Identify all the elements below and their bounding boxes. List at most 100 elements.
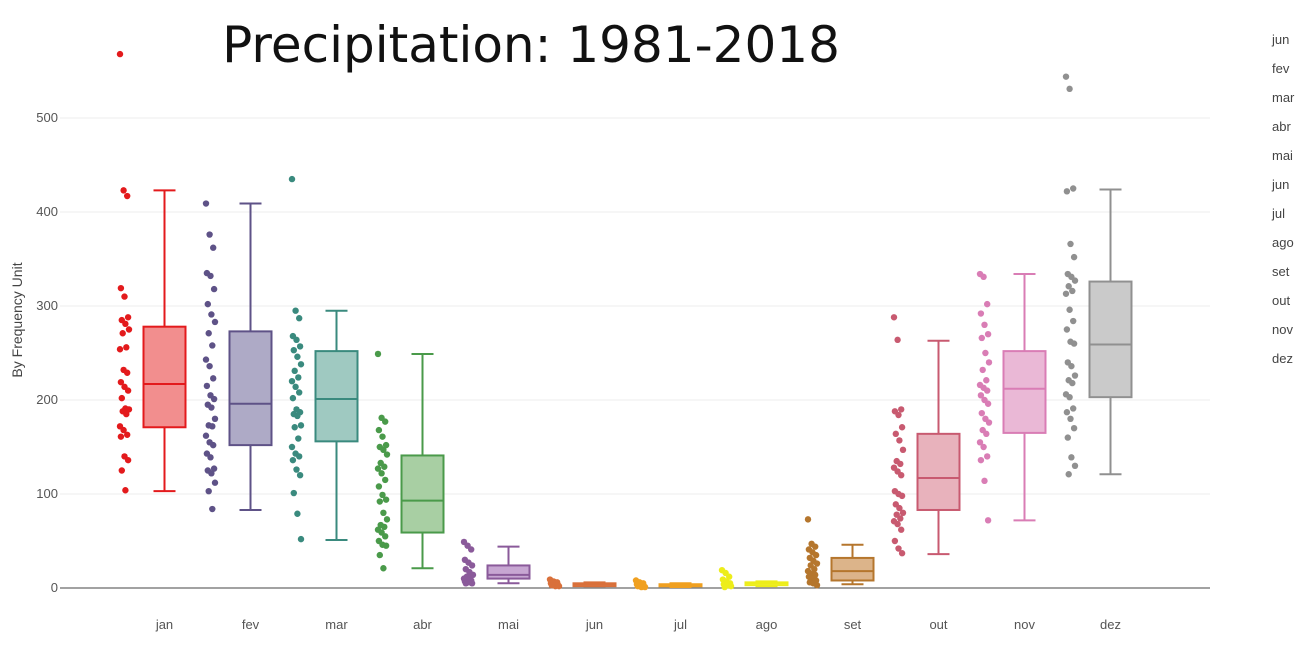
data-point	[376, 498, 383, 505]
data-point	[980, 273, 987, 281]
data-point	[288, 378, 296, 385]
data-point	[210, 465, 218, 472]
data-point	[292, 383, 299, 391]
iqr-box	[400, 454, 445, 534]
data-point	[894, 520, 901, 528]
data-point	[984, 400, 992, 407]
box-group-fev[interactable]	[202, 200, 273, 513]
x-tick-label: out	[929, 617, 947, 632]
data-point	[985, 419, 993, 426]
legend[interactable]: jun fev mar abr mai jun jul ago set out nov dez	[1271, 32, 1295, 366]
data-point	[380, 509, 387, 516]
data-point	[205, 487, 212, 495]
data-point	[119, 330, 126, 337]
box-group-jun[interactable]	[546, 576, 617, 590]
data-point	[116, 346, 124, 353]
legend-item[interactable]: set	[1272, 264, 1290, 279]
x-tick-label: jul	[673, 617, 687, 632]
legend-item[interactable]: mai	[1272, 148, 1293, 163]
box-group-out[interactable]	[890, 314, 961, 557]
data-point	[381, 523, 388, 531]
y-tick-label: 300	[36, 298, 58, 313]
data-point	[382, 542, 390, 549]
data-point	[468, 580, 476, 587]
data-point	[898, 492, 906, 500]
x-tick-labels: jan fev mar abr mai jun jul ago set out nov dez	[155, 617, 1121, 632]
data-point	[209, 342, 216, 349]
legend-item[interactable]: dez	[1272, 351, 1293, 366]
data-point	[813, 560, 821, 567]
legend-item[interactable]: jun	[1271, 177, 1289, 192]
data-point	[124, 369, 131, 376]
data-point	[897, 515, 904, 522]
data-point	[812, 551, 820, 559]
data-point	[208, 311, 215, 318]
data-point	[985, 359, 993, 366]
data-point	[1068, 362, 1075, 370]
box-series	[116, 50, 1133, 591]
data-point	[296, 389, 303, 396]
data-point	[981, 477, 988, 485]
data-point	[380, 446, 387, 454]
box-group-dez[interactable]	[1062, 73, 1133, 478]
data-point	[1063, 409, 1071, 416]
data-point	[295, 374, 302, 381]
data-point	[979, 366, 986, 374]
y-tick-label: 100	[36, 486, 58, 501]
data-point	[288, 443, 296, 451]
data-point	[1069, 287, 1076, 295]
box-group-abr[interactable]	[374, 350, 445, 572]
data-point	[984, 300, 991, 308]
data-point	[811, 566, 818, 573]
data-point	[117, 284, 125, 292]
data-point	[378, 470, 385, 477]
data-point	[296, 453, 303, 460]
data-point	[1063, 188, 1071, 195]
data-point	[978, 409, 985, 417]
data-point	[976, 439, 984, 446]
legend-item[interactable]: jul	[1271, 206, 1285, 221]
data-point	[1071, 462, 1079, 469]
box-group-mai[interactable]	[460, 538, 531, 587]
legend-item[interactable]: abr	[1272, 119, 1291, 134]
data-point	[382, 418, 389, 425]
data-point	[977, 310, 985, 317]
y-tick-labels: 0 100 200 300 400 500	[36, 110, 58, 595]
data-point	[983, 377, 990, 384]
legend-item[interactable]: ago	[1272, 235, 1294, 250]
data-point	[206, 362, 213, 370]
data-point	[983, 430, 990, 438]
legend-item[interactable]: out	[1272, 293, 1290, 308]
data-point	[727, 582, 735, 590]
box-group-mar[interactable]	[288, 175, 359, 543]
data-point	[203, 382, 211, 390]
data-point	[981, 321, 988, 328]
data-point	[208, 404, 215, 411]
data-point	[380, 565, 387, 572]
data-point	[1066, 393, 1073, 401]
data-point	[804, 516, 812, 523]
box-group-jan[interactable]	[116, 50, 187, 494]
data-point	[296, 343, 304, 350]
data-point	[202, 356, 210, 363]
legend-item[interactable]: mar	[1272, 90, 1295, 105]
data-point	[382, 496, 390, 503]
legend-item[interactable]: jun	[1271, 32, 1289, 47]
box-group-nov[interactable]	[976, 270, 1047, 524]
data-point	[202, 432, 210, 439]
data-point	[289, 456, 297, 464]
data-point	[124, 387, 132, 394]
legend-item[interactable]: nov	[1272, 322, 1293, 337]
data-point	[813, 581, 821, 589]
data-point	[1063, 326, 1071, 333]
iqr-box	[314, 350, 359, 443]
box-group-ago[interactable]	[718, 566, 789, 591]
data-point	[208, 470, 215, 477]
legend-item[interactable]: fev	[1272, 61, 1290, 76]
data-point	[383, 516, 391, 523]
box-group-set[interactable]	[804, 516, 875, 589]
data-point	[1069, 379, 1076, 387]
data-point	[118, 394, 126, 402]
box-group-jul[interactable]	[632, 577, 703, 591]
data-point	[894, 336, 901, 344]
